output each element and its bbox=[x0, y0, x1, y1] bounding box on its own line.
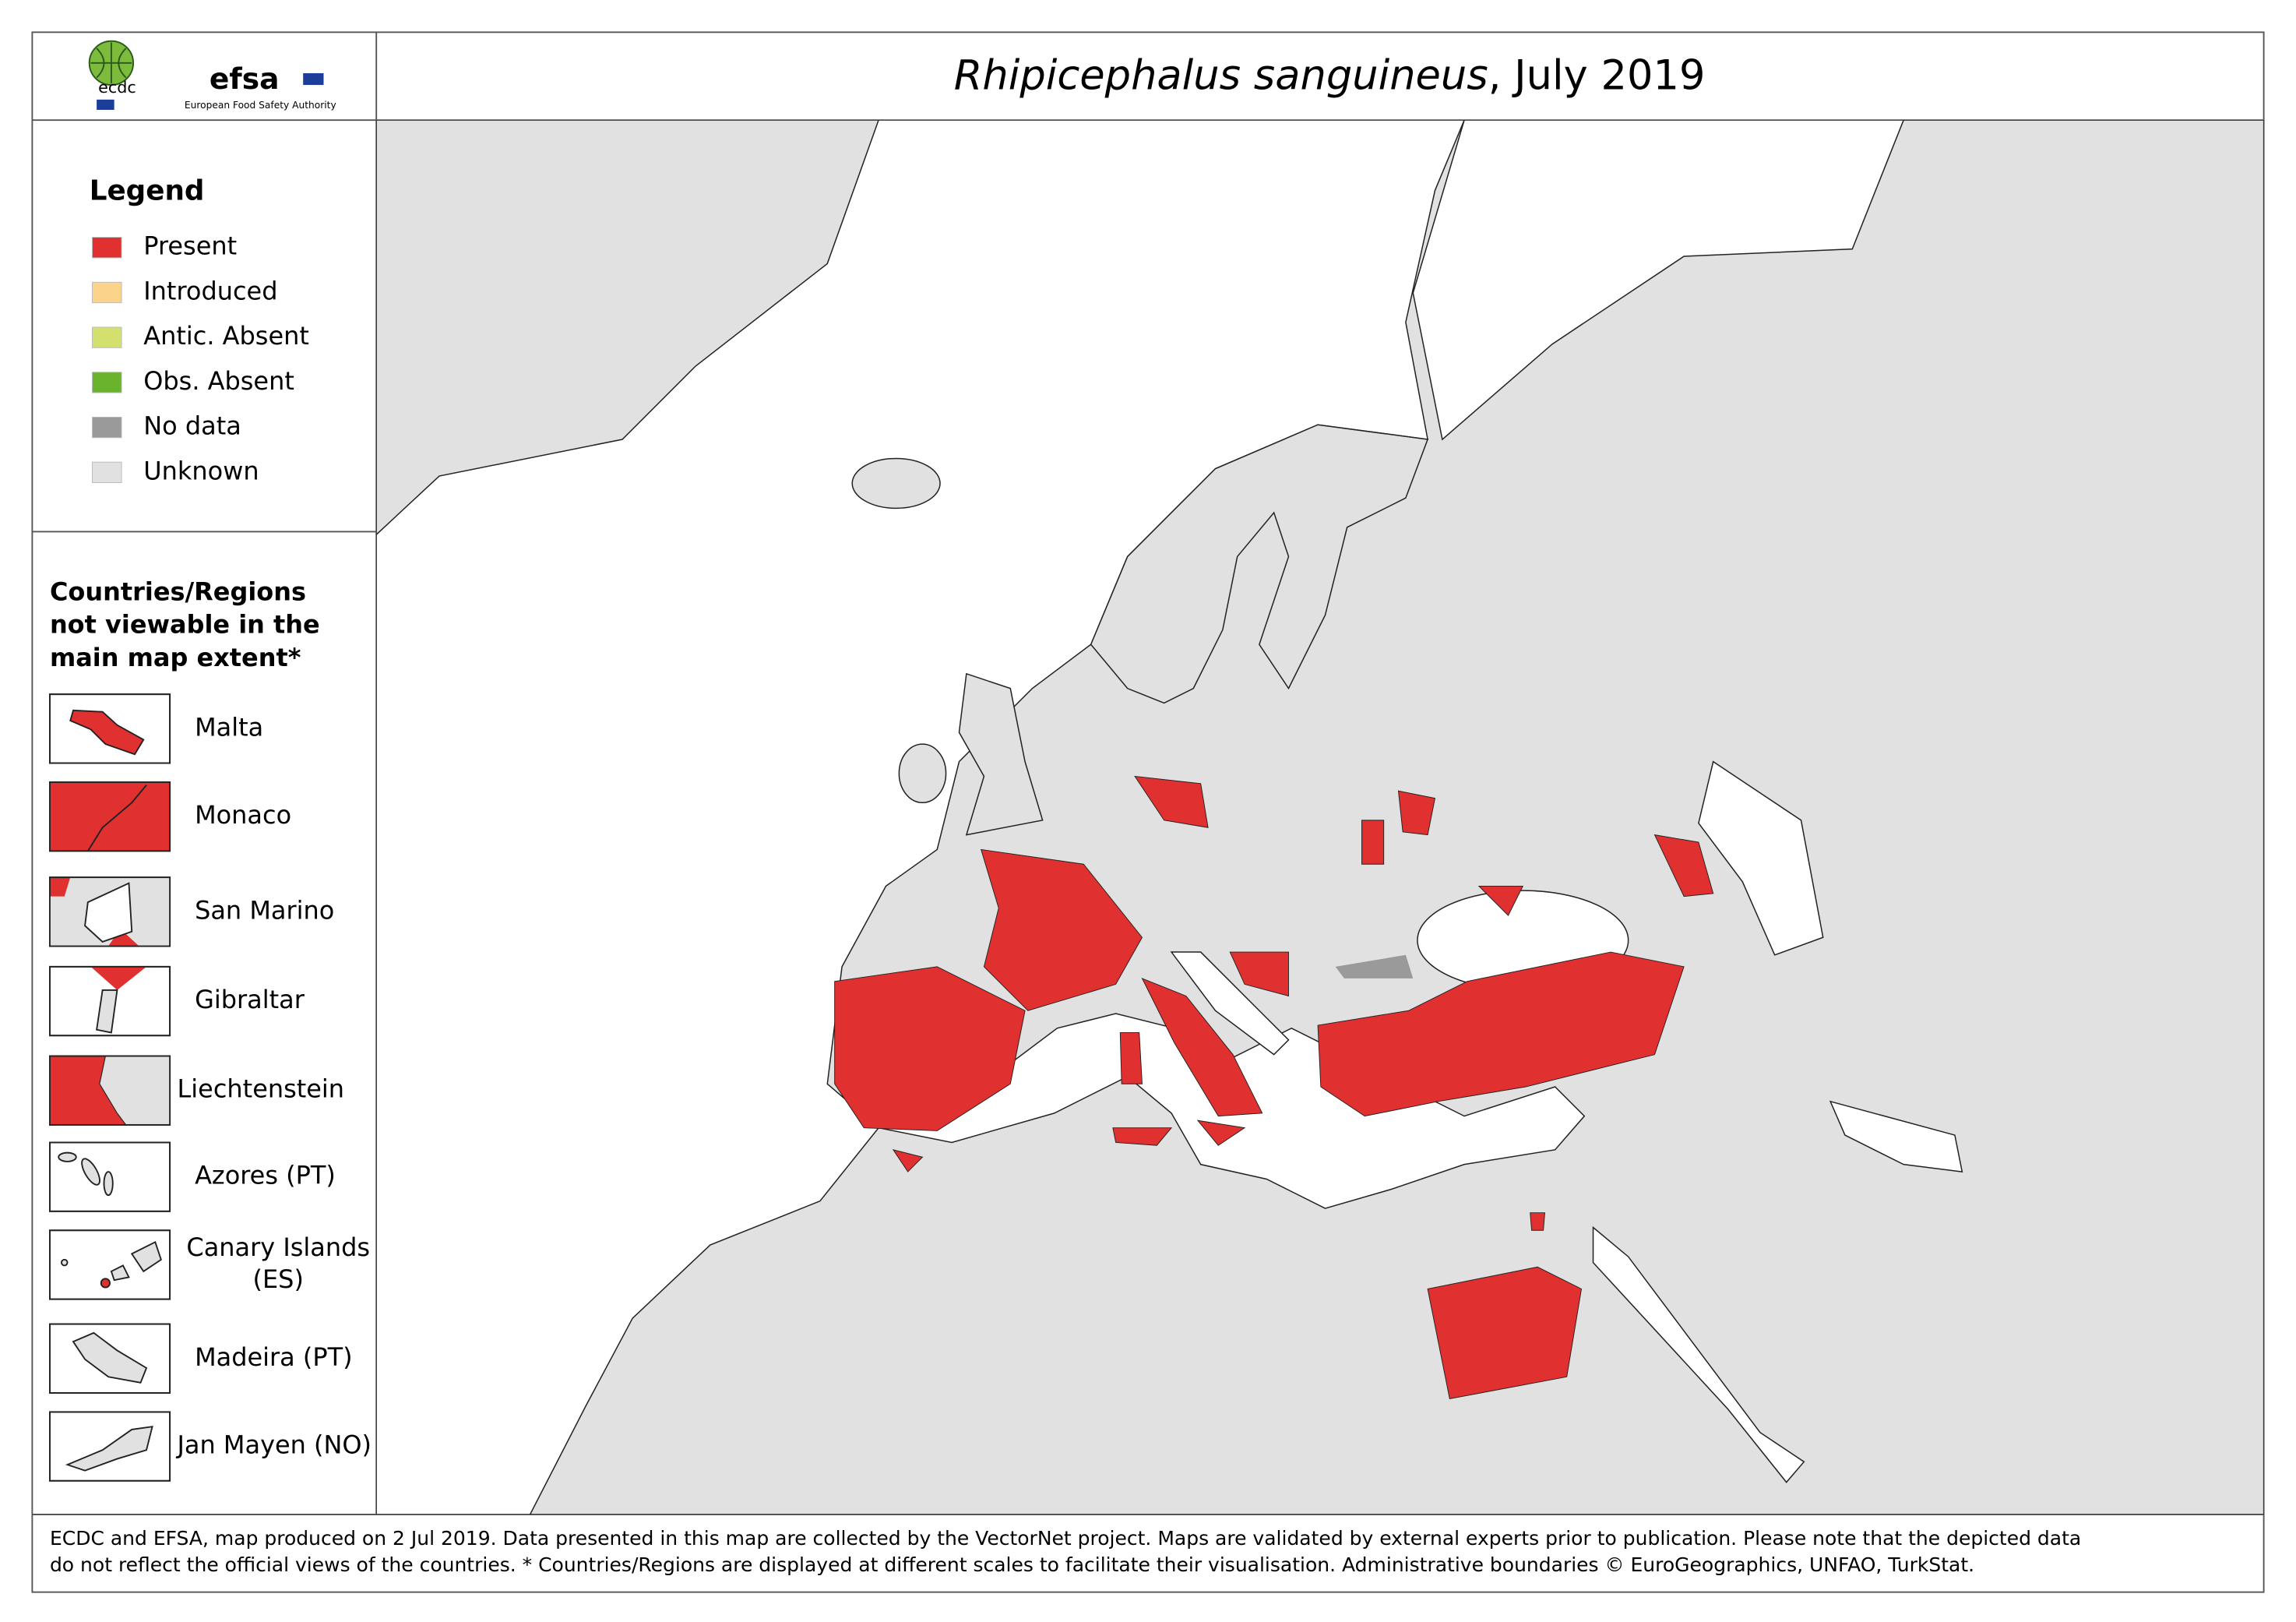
inset-label: Madeira (PT) bbox=[195, 1342, 353, 1372]
arctic bbox=[1412, 120, 1904, 441]
inset-border bbox=[49, 693, 171, 764]
greenland bbox=[376, 120, 879, 536]
red-sea bbox=[1592, 1225, 1805, 1483]
ecdc-text: ecdc bbox=[98, 78, 136, 97]
inset-label: (ES) bbox=[253, 1264, 304, 1294]
map bbox=[376, 120, 2264, 1515]
footer-line: ECDC and EFSA, map produced on 2 Jul 201… bbox=[50, 1527, 2081, 1550]
inset-label: Liechtenstein bbox=[178, 1074, 345, 1104]
legend-label: Antic. Absent bbox=[143, 321, 309, 351]
scandinavia bbox=[1090, 424, 1429, 704]
efsa-logo: efsa European Food Safety Authority bbox=[185, 62, 336, 111]
legend-swatch bbox=[91, 326, 122, 348]
inset-border bbox=[49, 781, 171, 852]
adriatic bbox=[1170, 951, 1290, 1056]
inset-label: Jan Mayen (NO) bbox=[176, 1430, 372, 1460]
efsa-text: efsa bbox=[210, 62, 280, 96]
ireland bbox=[898, 743, 947, 804]
present-regions bbox=[834, 775, 1714, 1400]
inset-map bbox=[69, 709, 145, 756]
title-date: , July 2019 bbox=[1488, 51, 1706, 99]
title: Rhipicephalus sanguineus, July 2019 bbox=[954, 51, 1706, 99]
efsa-caption: European Food Safety Authority bbox=[185, 100, 336, 111]
inset-map bbox=[49, 781, 171, 852]
inset-heading: Countries/Regions bbox=[50, 577, 306, 606]
legend-swatch bbox=[91, 416, 122, 439]
inset-heading: main map extent* bbox=[50, 643, 301, 672]
inset-border bbox=[49, 1229, 171, 1300]
atlantic bbox=[376, 120, 1465, 1515]
legend-label: No data bbox=[143, 411, 241, 441]
inset-border bbox=[49, 965, 171, 1037]
inset-border bbox=[49, 1055, 171, 1126]
ecdc-logo: ecdc bbox=[88, 40, 136, 111]
persian-gulf bbox=[1829, 1100, 1963, 1172]
inset-heading: not viewable in the bbox=[50, 610, 320, 640]
inset-map bbox=[49, 877, 171, 947]
inset-map bbox=[61, 1240, 162, 1289]
legend-title: Legend bbox=[90, 175, 205, 206]
inset-map bbox=[65, 1426, 153, 1472]
footer: ECDC and EFSA, map produced on 2 Jul 201… bbox=[50, 1527, 2081, 1576]
title-species: Rhipicephalus sanguineus bbox=[954, 51, 1488, 99]
caspian bbox=[1698, 760, 1824, 956]
inset-map bbox=[90, 966, 147, 1034]
inset-map bbox=[49, 1055, 171, 1126]
inset-map bbox=[72, 1331, 148, 1384]
inset-border bbox=[49, 1411, 171, 1482]
legend-swatch bbox=[91, 372, 122, 393]
legend-swatch bbox=[91, 281, 122, 304]
legend-label: Present bbox=[143, 231, 237, 261]
no-data-region bbox=[1335, 954, 1414, 978]
inset-map bbox=[58, 1151, 114, 1197]
inset-border bbox=[49, 876, 171, 947]
inset-label: Canary Islands bbox=[186, 1232, 370, 1262]
legend-swatch bbox=[91, 237, 122, 259]
inset-label: Azores (PT) bbox=[195, 1161, 336, 1190]
legend-swatch bbox=[91, 461, 122, 483]
insets: Countries/Regions not viewable in the main… bbox=[49, 577, 372, 1482]
legend-label: Obs. Absent bbox=[143, 366, 294, 396]
legend-label: Unknown bbox=[143, 456, 259, 485]
inset-label: Monaco bbox=[195, 800, 291, 830]
legend-label: Introduced bbox=[143, 276, 277, 305]
legend: Present Introduced Antic. Absent Obs. Absen… bbox=[91, 231, 309, 485]
footer-line: do not reflect the official views of the… bbox=[50, 1553, 1974, 1576]
iceland bbox=[851, 457, 941, 510]
inset-label: Malta bbox=[195, 712, 263, 742]
inset-border bbox=[49, 1323, 171, 1394]
britain bbox=[958, 672, 1044, 836]
inset-border bbox=[49, 1141, 171, 1212]
inset-label: Gibraltar bbox=[195, 985, 305, 1014]
inset-label: San Marino bbox=[195, 895, 334, 925]
